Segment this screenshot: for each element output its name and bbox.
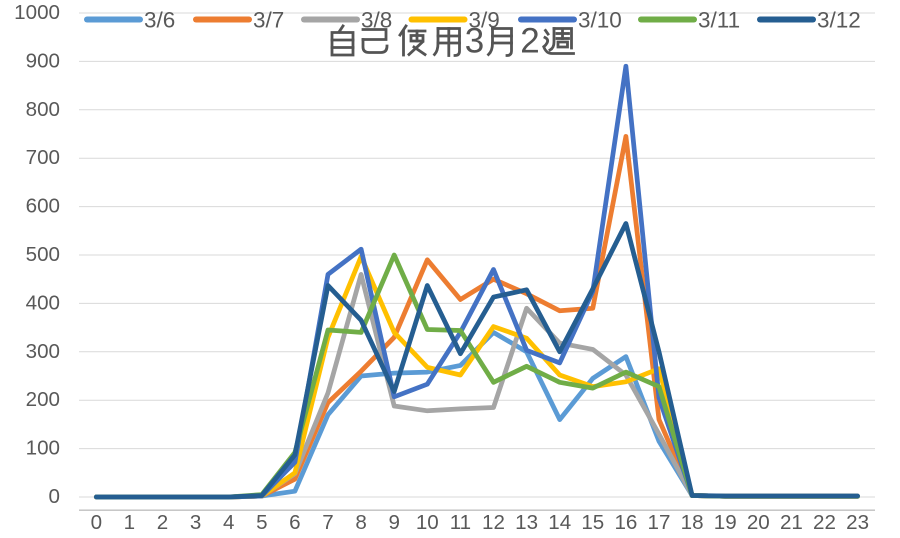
svg-text:23: 23 xyxy=(846,511,869,534)
svg-text:12: 12 xyxy=(482,511,505,534)
svg-text:600: 600 xyxy=(26,195,60,218)
svg-text:2: 2 xyxy=(520,22,539,61)
svg-text:1000: 1000 xyxy=(14,1,60,24)
svg-text:3/11: 3/11 xyxy=(698,8,740,33)
svg-text:5: 5 xyxy=(256,511,267,534)
svg-text:21: 21 xyxy=(780,511,803,534)
svg-text:8: 8 xyxy=(355,511,366,534)
svg-text:16: 16 xyxy=(614,511,637,534)
svg-text:3/6: 3/6 xyxy=(144,8,175,33)
svg-text:500: 500 xyxy=(26,243,60,266)
svg-text:10: 10 xyxy=(416,511,439,534)
svg-text:0: 0 xyxy=(49,485,60,508)
svg-text:2: 2 xyxy=(157,511,168,534)
svg-text:100: 100 xyxy=(26,437,60,460)
svg-text:18: 18 xyxy=(681,511,704,534)
svg-text:6: 6 xyxy=(289,511,300,534)
svg-text:4: 4 xyxy=(223,511,234,534)
svg-text:200: 200 xyxy=(26,388,60,411)
svg-text:900: 900 xyxy=(26,49,60,72)
svg-text:19: 19 xyxy=(714,511,737,534)
svg-text:700: 700 xyxy=(26,146,60,169)
svg-text:3: 3 xyxy=(190,511,201,534)
svg-text:1: 1 xyxy=(124,511,135,534)
svg-text:22: 22 xyxy=(813,511,836,534)
svg-text:800: 800 xyxy=(26,98,60,121)
svg-text:300: 300 xyxy=(26,340,60,363)
svg-text:11: 11 xyxy=(450,511,471,534)
svg-text:15: 15 xyxy=(581,511,604,534)
svg-text:14: 14 xyxy=(548,511,571,534)
svg-text:7: 7 xyxy=(322,511,333,534)
svg-text:17: 17 xyxy=(648,511,671,534)
svg-text:13: 13 xyxy=(515,511,538,534)
svg-text:3: 3 xyxy=(465,22,484,61)
svg-text:400: 400 xyxy=(26,291,60,314)
svg-text:3/12: 3/12 xyxy=(817,8,861,33)
svg-text:0: 0 xyxy=(91,511,102,534)
svg-text:20: 20 xyxy=(747,511,770,534)
svg-text:9: 9 xyxy=(388,511,399,534)
svg-text:3/10: 3/10 xyxy=(578,8,622,33)
svg-text:3/7: 3/7 xyxy=(253,8,284,33)
